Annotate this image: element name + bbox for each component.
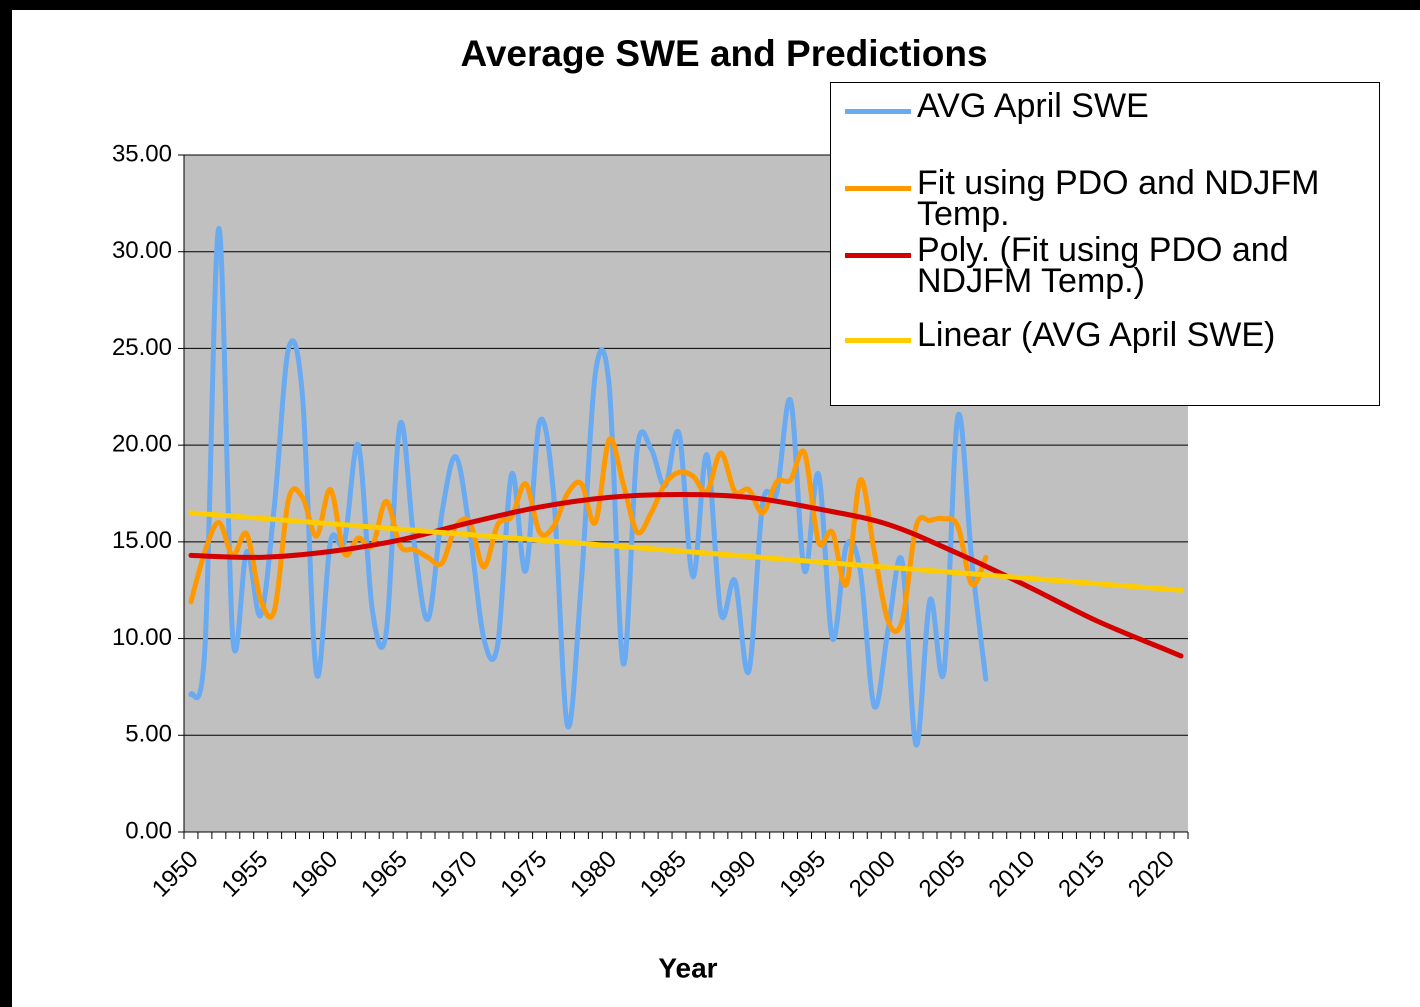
x-tick-label: 1985: [635, 846, 692, 903]
series-line: [188, 491, 1184, 659]
x-tick-label: 2010: [984, 846, 1041, 903]
legend-entry: Linear (AVG April SWE): [831, 316, 1377, 354]
y-tick-label: 0.00: [125, 817, 172, 844]
series-line: [188, 510, 1184, 593]
x-tick-label: 1950: [147, 846, 204, 903]
legend-entry: Fit using PDO and NDJFM Temp.: [831, 164, 1377, 233]
x-tick-label: 1970: [426, 846, 483, 903]
x-tick-label: 1965: [356, 846, 413, 903]
y-tick-label: 30.00: [112, 237, 172, 264]
legend-swatch: [845, 109, 911, 114]
legend-label: AVG April SWE: [917, 87, 1149, 125]
y-tick-label: 10.00: [112, 624, 172, 651]
page: Average SWE and Predictions Year 0.00 5.0…: [12, 10, 1420, 1007]
series-line: [188, 436, 989, 634]
x-tick-label: 2015: [1053, 846, 1110, 903]
chart: Average SWE and Predictions Year 0.00 5.0…: [112, 33, 1189, 983]
y-tick-label: 25.00: [112, 334, 172, 361]
legend-swatch: [845, 253, 911, 258]
x-tick-label: 2020: [1123, 846, 1180, 903]
x-tick-label: 1995: [774, 846, 831, 903]
y-tick-label: 5.00: [125, 721, 172, 748]
y-tick-label: 35.00: [112, 140, 172, 167]
y-tick-label: 15.00: [112, 527, 172, 554]
legend-swatch: [845, 338, 911, 343]
x-tick-label: 2000: [844, 846, 901, 903]
x-tick-label: 1960: [286, 846, 343, 903]
legend-label: Fit using PDO and NDJFM Temp.: [917, 164, 1320, 233]
legend-entry: Poly. (Fit using PDO and NDJFM Temp.): [831, 231, 1377, 300]
x-axis-title: Year: [658, 952, 717, 983]
x-tick-label: 2005: [914, 846, 971, 903]
chart-title: Average SWE and Predictions: [460, 33, 987, 74]
y-tick-label: 20.00: [112, 430, 172, 457]
legend-label: Linear (AVG April SWE): [917, 316, 1276, 354]
x-tick-label: 1975: [495, 846, 552, 903]
x-tick-label: 1990: [705, 846, 762, 903]
x-tick-label: 1955: [217, 846, 274, 903]
legend-entry: AVG April SWE: [831, 87, 1377, 125]
legend-swatch: [845, 186, 911, 191]
legend: AVG April SWE Fit using PDO and NDJFM Tem…: [830, 82, 1380, 406]
x-tick-label: 1980: [565, 846, 622, 903]
legend-label: Poly. (Fit using PDO and NDJFM Temp.): [917, 231, 1289, 300]
